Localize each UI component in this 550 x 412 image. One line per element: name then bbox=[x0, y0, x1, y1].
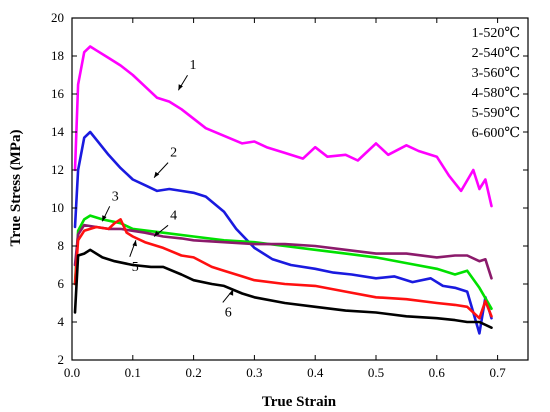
annotation-arrowhead bbox=[102, 215, 107, 222]
y-tick-label: 10 bbox=[51, 200, 64, 215]
x-tick-label: 0.0 bbox=[64, 365, 80, 380]
y-tick-label: 4 bbox=[58, 314, 65, 329]
series-line-5 bbox=[73, 218, 493, 320]
x-tick-label: 0.2 bbox=[185, 365, 201, 380]
series-line-3 bbox=[73, 214, 493, 310]
legend-entry-5: 5-590℃ bbox=[472, 106, 520, 121]
annotation-label-3: 3 bbox=[112, 189, 119, 204]
x-tick-label: 0.3 bbox=[246, 365, 262, 380]
y-axis-title: True Stress (MPa) bbox=[8, 130, 24, 247]
y-tick-label: 20 bbox=[51, 10, 64, 25]
legend-entry-2: 2-540℃ bbox=[472, 46, 520, 61]
y-tick-label: 12 bbox=[51, 162, 64, 177]
y-tick-label: 16 bbox=[51, 86, 65, 101]
annotation-layer: 1 2 3 4 5 6 bbox=[101, 58, 234, 320]
legend-entry-1: 1-520℃ bbox=[472, 26, 520, 41]
x-tick-label: 0.5 bbox=[368, 365, 384, 380]
annotation-label-4: 4 bbox=[170, 208, 177, 223]
annotation-arrowhead bbox=[132, 240, 137, 247]
legend-entry-4: 4-580℃ bbox=[472, 86, 520, 101]
series-layer bbox=[73, 45, 493, 335]
series-line-1 bbox=[73, 45, 493, 208]
plot-frame bbox=[71, 17, 529, 361]
annotation-arrowhead bbox=[154, 171, 160, 178]
annotation-label-6: 6 bbox=[225, 305, 232, 320]
legend-entry-6: 6-600℃ bbox=[472, 126, 520, 141]
y-tick-label: 2 bbox=[58, 352, 65, 367]
annotation-label-2: 2 bbox=[170, 146, 177, 161]
x-tick-label: 0.7 bbox=[489, 365, 506, 380]
series-line-6 bbox=[73, 248, 493, 329]
annotation-label-1: 1 bbox=[190, 58, 197, 73]
y-tick-label: 6 bbox=[58, 276, 65, 291]
x-tick-label: 0.4 bbox=[307, 365, 324, 380]
annotation-arrowhead bbox=[154, 230, 160, 237]
legend-entry-3: 3-560℃ bbox=[472, 66, 520, 81]
x-axis-title: True Strain bbox=[262, 394, 337, 410]
series-line-2 bbox=[73, 130, 493, 335]
annotation-arrowhead bbox=[228, 289, 234, 296]
x-tick-label: 0.1 bbox=[125, 365, 141, 380]
annotation-label-5: 5 bbox=[132, 260, 139, 275]
annotation-arrowhead bbox=[178, 84, 183, 91]
y-tick-label: 14 bbox=[51, 124, 65, 139]
x-tick-label: 0.6 bbox=[429, 365, 446, 380]
plot-border bbox=[71, 17, 529, 361]
y-tick-label: 18 bbox=[51, 48, 64, 63]
y-tick-label: 8 bbox=[58, 238, 65, 253]
legend: 1-520℃ 2-540℃ 3-560℃ 4-580℃ 5-590℃ 6-600℃ bbox=[472, 26, 520, 141]
